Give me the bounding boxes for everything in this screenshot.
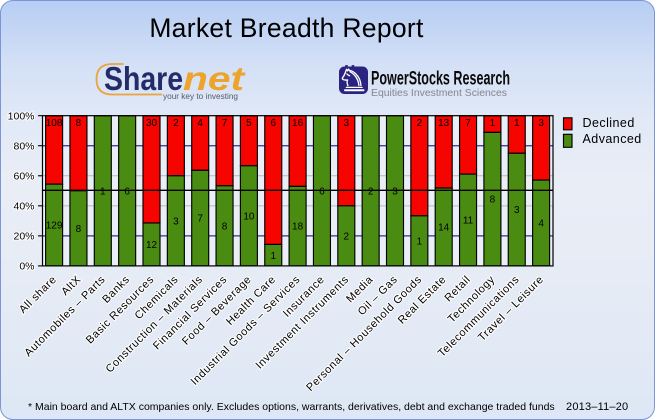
svg-text:40%: 40% bbox=[13, 200, 34, 212]
svg-text:13: 13 bbox=[438, 118, 450, 129]
svg-text:14: 14 bbox=[438, 223, 450, 234]
svg-text:2: 2 bbox=[173, 118, 179, 129]
svg-text:1: 1 bbox=[514, 118, 520, 129]
svg-text:60%: 60% bbox=[13, 170, 34, 182]
svg-text:20%: 20% bbox=[13, 230, 34, 242]
svg-text:100%: 100% bbox=[8, 110, 35, 122]
svg-text:80%: 80% bbox=[13, 140, 34, 152]
svg-text:7: 7 bbox=[222, 118, 228, 129]
svg-text:1: 1 bbox=[490, 118, 496, 129]
svg-text:6: 6 bbox=[319, 186, 325, 197]
svg-text:Advanced: Advanced bbox=[583, 132, 642, 146]
svg-text:5: 5 bbox=[246, 118, 252, 129]
svg-text:0%: 0% bbox=[19, 261, 34, 273]
svg-text:18: 18 bbox=[292, 222, 304, 233]
svg-text:3: 3 bbox=[173, 216, 179, 227]
svg-text:7: 7 bbox=[197, 214, 203, 225]
svg-text:1: 1 bbox=[270, 251, 276, 262]
svg-text:129: 129 bbox=[46, 221, 63, 232]
svg-text:3: 3 bbox=[538, 118, 544, 129]
svg-text:2: 2 bbox=[368, 186, 374, 197]
svg-text:8: 8 bbox=[76, 118, 82, 129]
svg-text:3: 3 bbox=[392, 186, 398, 197]
svg-text:1: 1 bbox=[417, 236, 423, 247]
svg-text:Equities Investment Sciences: Equities Investment Sciences bbox=[371, 88, 507, 99]
svg-text:7: 7 bbox=[465, 118, 471, 129]
svg-text:net: net bbox=[183, 60, 246, 97]
svg-text:2: 2 bbox=[417, 118, 423, 129]
svg-text:30: 30 bbox=[146, 118, 158, 129]
svg-text:3: 3 bbox=[514, 205, 520, 216]
svg-text:108: 108 bbox=[46, 118, 63, 129]
svg-text:4: 4 bbox=[197, 118, 203, 129]
svg-text:12: 12 bbox=[146, 240, 158, 251]
svg-text:8: 8 bbox=[490, 195, 496, 206]
svg-text:3: 3 bbox=[344, 118, 350, 129]
svg-text:4: 4 bbox=[538, 219, 544, 230]
svg-text:11: 11 bbox=[463, 216, 474, 227]
svg-text:your key to investing: your key to investing bbox=[163, 92, 238, 101]
svg-text:10: 10 bbox=[243, 211, 255, 222]
svg-text:8: 8 bbox=[222, 221, 228, 232]
svg-text:6: 6 bbox=[124, 186, 130, 197]
svg-text:Declined: Declined bbox=[583, 116, 635, 130]
svg-text:1: 1 bbox=[100, 186, 106, 197]
svg-text:All share: All share bbox=[17, 274, 59, 316]
svg-text:8: 8 bbox=[76, 224, 82, 235]
svg-text:PowerStocks Research: PowerStocks Research bbox=[371, 69, 510, 90]
svg-text:Share: Share bbox=[104, 60, 183, 97]
svg-text:16: 16 bbox=[292, 118, 304, 129]
svg-text:6: 6 bbox=[270, 118, 276, 129]
svg-text:2: 2 bbox=[344, 231, 350, 242]
